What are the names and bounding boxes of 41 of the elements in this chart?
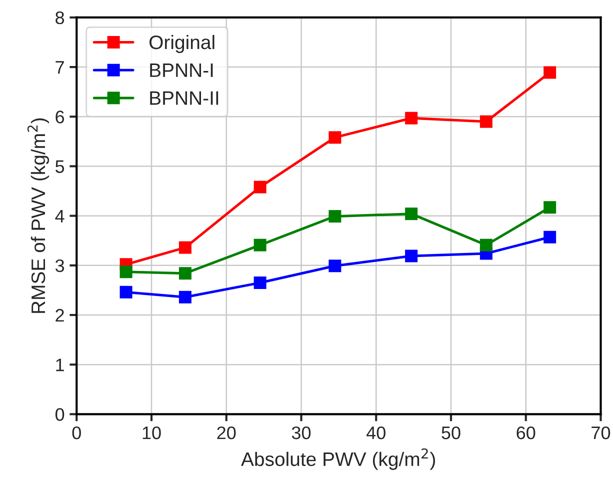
point xyxy=(178,241,192,254)
point xyxy=(405,208,418,220)
y-tick-label: 1 xyxy=(56,358,64,372)
legend-label: BPNN-II xyxy=(150,91,218,105)
y-tick-label: 2 xyxy=(56,308,64,322)
y-tick-label: 3 xyxy=(55,259,64,272)
y-tick-label: 0 xyxy=(55,408,64,421)
point xyxy=(254,180,266,194)
x-tick-label: 30 xyxy=(292,426,311,440)
x-axis-title: Absolute PWV (kg/m$^{2}$) xyxy=(241,448,435,470)
point xyxy=(405,250,418,262)
point xyxy=(178,267,192,280)
x-tick-label: 0 xyxy=(72,426,81,440)
y-tick-label: 8 xyxy=(56,11,64,24)
point xyxy=(480,238,492,252)
legend-label: Original xyxy=(149,34,214,54)
point xyxy=(405,112,418,124)
x-tick-label: 50 xyxy=(442,426,460,440)
point xyxy=(178,290,192,304)
y-axis-title: RMSE of PWV (kg/m$^{2}$) xyxy=(27,118,50,313)
point xyxy=(544,201,556,214)
x-tick-label: 70 xyxy=(592,426,610,440)
point xyxy=(328,210,342,223)
point xyxy=(544,230,556,244)
x-tick-label: 20 xyxy=(217,426,236,440)
y-tick-label: 4 xyxy=(55,210,64,222)
point xyxy=(544,66,556,79)
x-tick-label: 60 xyxy=(516,426,536,440)
point xyxy=(328,260,342,272)
y-tick-label: 5 xyxy=(56,160,64,173)
point xyxy=(254,276,266,290)
point xyxy=(254,238,266,252)
point xyxy=(480,115,492,128)
x-tick-label: 40 xyxy=(366,426,386,440)
point xyxy=(120,286,132,298)
x-tick-label: 10 xyxy=(142,426,161,440)
legend-label: BPNN-I xyxy=(150,64,213,77)
point xyxy=(328,131,342,144)
point xyxy=(120,266,132,278)
y-tick-label: 7 xyxy=(56,61,64,74)
y-tick-label: 6 xyxy=(56,110,64,124)
